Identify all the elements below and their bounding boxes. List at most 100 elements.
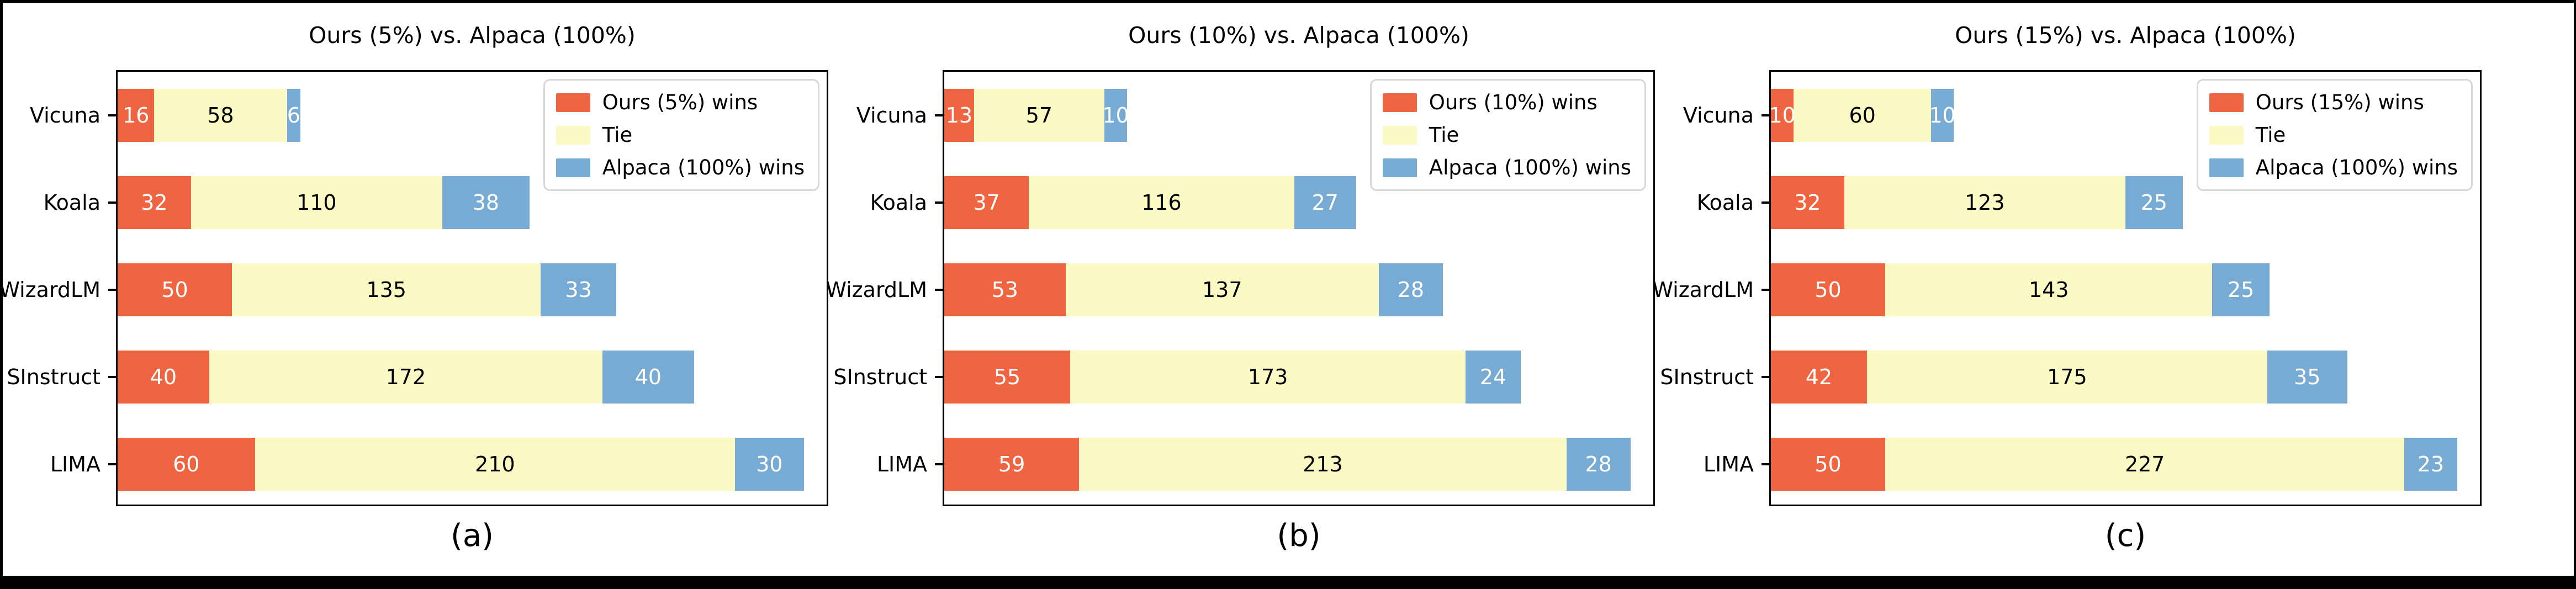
bar-value-label: 10	[1102, 103, 1129, 128]
legend-label: Ours (5%) wins	[602, 91, 758, 114]
bar-value-label: 57	[1025, 103, 1053, 128]
bar-segment-tie: 137	[1065, 263, 1379, 316]
bar-value-label: 40	[634, 365, 662, 389]
bar-value-label: 135	[366, 278, 406, 302]
bar-segment-ours: 50	[1771, 438, 1886, 491]
y-tick-label: Koala	[43, 190, 100, 215]
legend-entry: Alpaca (100%) wins	[556, 156, 805, 179]
bar-value-label: 33	[565, 278, 592, 302]
y-tick-mark	[108, 463, 116, 465]
bar-segment-ours: 59	[944, 438, 1080, 491]
y-tick-label: SInstruct	[7, 365, 100, 389]
legend: Ours (5%) wins Tie Alpaca (100%) wins	[543, 79, 819, 191]
legend-swatch-tie	[556, 125, 590, 145]
bar-row: Vicuna 10 60 10	[1683, 89, 2480, 142]
legend: Ours (15%) wins Tie Alpaca (100%) wins	[2196, 79, 2473, 191]
legend-label: Tie	[1429, 123, 1459, 147]
bar-segment-alpaca: 25	[2212, 263, 2270, 316]
legend-swatch-ours-wins	[556, 93, 590, 112]
bar-row: Koala 37 116 27	[870, 176, 1653, 229]
bar-segment-ours: 50	[1771, 263, 1886, 316]
bar-row: SInstruct 40 172 40	[7, 351, 827, 404]
figure-border-left	[0, 0, 3, 589]
y-tick-mark	[935, 201, 943, 204]
y-tick-label: LIMA	[1703, 452, 1754, 476]
bar-value-label: 172	[385, 365, 426, 389]
bar-value-label: 30	[756, 452, 783, 476]
y-tick-mark	[1762, 289, 1769, 291]
legend-label: Tie	[602, 123, 633, 147]
legend-label: Ours (10%) wins	[1429, 91, 1598, 114]
legend-swatch-ours-wins	[1382, 93, 1417, 112]
bar-row: WizardLM 50 143 25	[1652, 263, 2480, 316]
bar-segment-alpaca: 25	[2125, 176, 2183, 229]
y-tick-mark	[1762, 201, 1769, 204]
subplot-a: Ours (5%) vs. Alpaca (100%) Vicuna 16 58 6 K…	[0, 0, 828, 589]
bar-segment-alpaca: 40	[602, 351, 694, 404]
y-tick-label: Koala	[1696, 190, 1754, 215]
axes: Vicuna 10 60 10 Koala 32 123 25 WizardLM 50 143 25 S…	[1652, 70, 2482, 506]
bar-segment-tie: 110	[191, 176, 443, 229]
bar-value-label: 28	[1585, 452, 1612, 476]
bar-value-label: 24	[1479, 365, 1507, 389]
y-tick-label: WizardLM	[1652, 278, 1754, 302]
bar-segment-tie: 58	[154, 89, 287, 142]
y-tick-mark	[108, 114, 116, 116]
bar-segment-ours: 32	[118, 176, 191, 229]
bar-segment-tie: 143	[1885, 263, 2213, 316]
axes: Vicuna 13 57 10 Koala 37 116 27 WizardLM 53 137 28 S…	[826, 70, 1655, 506]
y-tick-label: Vicuna	[1683, 103, 1754, 128]
bar-value-label: 25	[2140, 190, 2167, 215]
y-tick-label: SInstruct	[833, 365, 927, 389]
bar-value-label: 10	[1769, 103, 1796, 128]
bar-segment-ours: 32	[1771, 176, 1844, 229]
bar-row: WizardLM 53 137 28	[826, 263, 1653, 316]
y-tick-mark	[935, 114, 943, 116]
bar-segment-alpaca: 6	[287, 89, 301, 142]
bar-value-label: 6	[287, 103, 301, 128]
y-tick-label: LIMA	[876, 452, 927, 476]
axes: Vicuna 16 58 6 Koala 32 110 38 WizardLM 50 135 33 SI…	[0, 70, 828, 506]
y-tick-label: WizardLM	[826, 278, 927, 302]
y-tick-mark	[935, 289, 943, 291]
panel-caption: (b)	[1277, 518, 1321, 554]
bar-segment-tie: 213	[1079, 438, 1567, 491]
bar-row: WizardLM 50 135 33	[0, 263, 827, 316]
bar-segment-tie: 123	[1844, 176, 2125, 229]
y-tick-label: SInstruct	[1660, 365, 1754, 389]
legend-entry: Ours (10%) wins	[1382, 91, 1631, 114]
bar-segment-alpaca: 30	[735, 438, 804, 491]
bar-value-label: 175	[2047, 365, 2087, 389]
bar-value-label: 50	[1815, 452, 1842, 476]
bar-value-label: 137	[1202, 278, 1242, 302]
bar-value-label: 32	[141, 190, 168, 215]
legend-swatch-tie	[2209, 125, 2244, 145]
subplot-b: Ours (10%) vs. Alpaca (100%) Vicuna 13 57 1…	[826, 0, 1655, 589]
y-tick-label: Koala	[870, 190, 927, 215]
bar-value-label: 143	[2028, 278, 2069, 302]
bar-segment-tie: 57	[974, 89, 1104, 142]
bar-value-label: 60	[173, 452, 200, 476]
legend-entry: Ours (5%) wins	[556, 91, 805, 114]
y-tick-label: Vicuna	[29, 103, 100, 128]
bar-segment-alpaca: 33	[541, 263, 616, 316]
legend: Ours (10%) wins Tie Alpaca (100%) wins	[1369, 79, 1646, 191]
bar-segment-tie: 173	[1070, 351, 1466, 404]
bar-value-label: 40	[150, 365, 177, 389]
bar-segment-ours: 42	[1771, 351, 1867, 404]
bar-value-label: 55	[993, 365, 1021, 389]
bar-segment-ours: 10	[1769, 89, 1796, 142]
bar-row: Vicuna 16 58 6	[30, 89, 827, 142]
bar-value-label: 59	[998, 452, 1025, 476]
bar-value-label: 32	[1794, 190, 1821, 215]
bar-segment-alpaca: 10	[1102, 89, 1129, 142]
y-tick-mark	[1762, 114, 1769, 116]
legend-swatch-ours-wins	[2209, 93, 2244, 112]
bar-segment-alpaca: 27	[1294, 176, 1356, 229]
legend-entry: Tie	[2209, 123, 2458, 147]
bar-segment-ours: 13	[944, 89, 974, 142]
bar-value-label: 173	[1247, 365, 1288, 389]
bar-value-label: 27	[1311, 190, 1339, 215]
y-tick-label: LIMA	[50, 452, 100, 476]
